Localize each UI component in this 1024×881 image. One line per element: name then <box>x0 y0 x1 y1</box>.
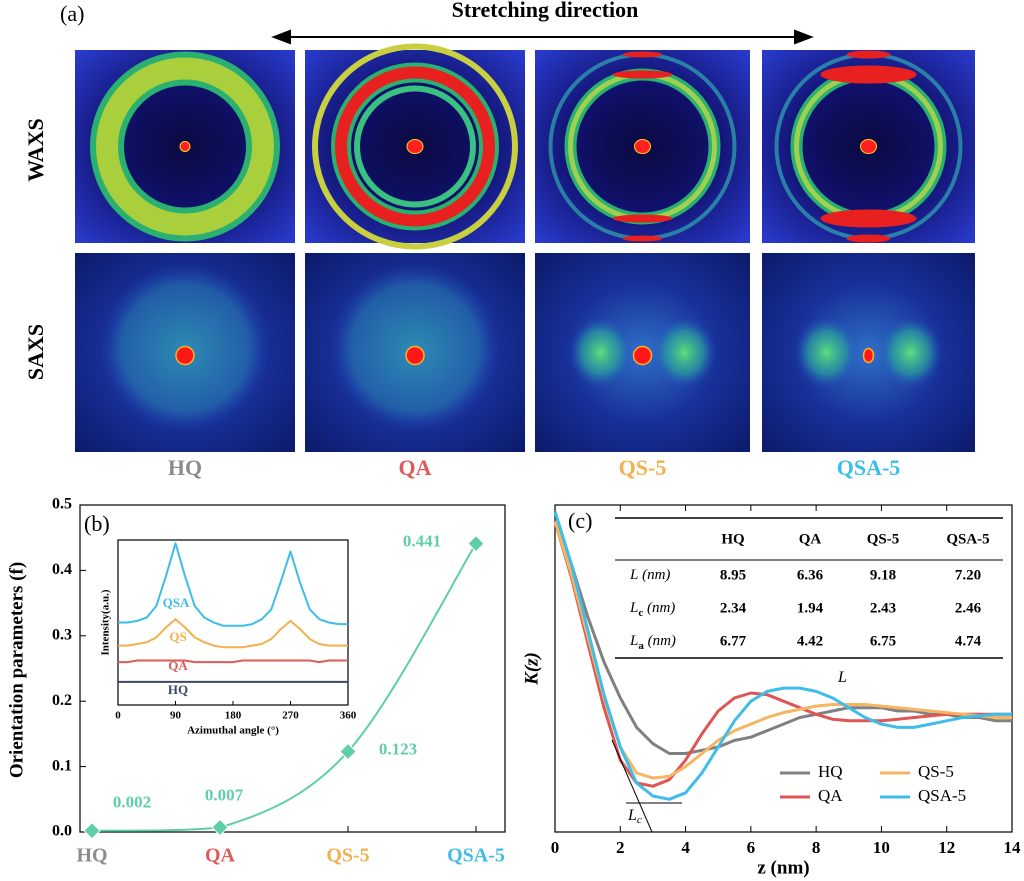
series-label: QSA <box>163 595 190 610</box>
y-tick-label: 0.3 <box>52 626 72 643</box>
saxs-image <box>75 253 295 452</box>
diamond-marker <box>83 821 101 840</box>
sample-label: QS-5 <box>619 455 667 480</box>
x-tick-label: 0 <box>551 838 560 857</box>
x-tick-label: 360 <box>340 710 357 722</box>
direction-arrow <box>271 29 814 45</box>
saxs-image <box>305 253 525 452</box>
diamond-marker <box>211 818 229 837</box>
waxs-image <box>305 43 525 250</box>
diamond-marker <box>339 742 357 761</box>
x-tick-label: QS-5 <box>326 845 369 867</box>
x-tick-label: 6 <box>747 838 756 857</box>
series-label: HQ <box>168 682 188 697</box>
value-label: 0.007 <box>205 785 244 804</box>
table-cell: 2.43 <box>870 600 896 616</box>
x-tick-label: QSA-5 <box>447 845 505 867</box>
plot-frame <box>554 504 1013 833</box>
x-tick-label: 270 <box>282 710 299 722</box>
y-axis-label: Orientation parameters (f) <box>6 562 27 778</box>
table-cell: 7.20 <box>955 567 981 583</box>
diamond-marker <box>467 534 485 553</box>
table-row-label: L (nm) <box>629 567 670 583</box>
x-tick-label: 8 <box>812 838 821 857</box>
x-tick-label: 180 <box>225 710 242 722</box>
y-axis-label: K(z) <box>521 652 542 686</box>
x-tick-label: 2 <box>616 838 625 857</box>
saxs-image <box>762 253 975 452</box>
table-header: QA <box>799 531 822 547</box>
line-series <box>553 520 1012 788</box>
plot-frame <box>79 504 506 833</box>
row-label: SAXS <box>23 324 48 380</box>
table-row-label: La (nm) <box>629 633 676 651</box>
panel-label: (c) <box>568 508 592 533</box>
line-series <box>118 659 348 664</box>
value-label: 0.123 <box>379 739 417 758</box>
waxs-image <box>762 50 975 243</box>
annotation: L <box>837 669 847 686</box>
row-label: WAXS <box>23 118 48 182</box>
table-cell: 4.74 <box>955 633 982 649</box>
table-cell: 6.75 <box>870 633 896 649</box>
line-series <box>118 618 348 649</box>
direction-label: Stretching direction <box>452 0 639 22</box>
series-label: QS <box>169 629 186 644</box>
table-cell: 2.34 <box>720 600 747 616</box>
value-label: 0.002 <box>113 793 151 812</box>
sample-label: QA <box>399 455 432 480</box>
x-tick-label: 14 <box>1004 838 1022 857</box>
table-header: HQ <box>721 531 745 547</box>
x-tick-label: 12 <box>938 838 955 857</box>
tangent-line <box>611 739 653 833</box>
legend-label: QS-5 <box>918 762 954 781</box>
sample-label: QSA-5 <box>837 455 901 480</box>
annotation: Lc <box>627 807 642 826</box>
x-tick-label: QA <box>205 845 236 867</box>
y-tick-label: 0.5 <box>52 496 72 513</box>
line-series <box>118 542 348 627</box>
x-tick-label: 0 <box>115 710 121 722</box>
y-tick-label: 0.1 <box>52 757 72 774</box>
x-tick-label: 4 <box>681 838 690 857</box>
x-tick-label: 90 <box>170 710 182 722</box>
y-tick-label: 0.2 <box>52 692 72 709</box>
legend-label: HQ <box>818 762 843 781</box>
panel-label: (b) <box>84 511 110 536</box>
scattering-images <box>75 43 975 452</box>
value-label: 0.441 <box>403 531 441 550</box>
panel-label: (a) <box>60 1 84 26</box>
y-tick-label: 0.4 <box>52 561 72 578</box>
x-tick-label: 10 <box>873 838 890 857</box>
table-cell: 9.18 <box>870 567 896 583</box>
x-tick-label: HQ <box>76 845 107 867</box>
table-header: QS-5 <box>867 531 900 547</box>
table-cell: 6.36 <box>797 567 824 583</box>
table-cell: 8.95 <box>720 567 746 583</box>
y-axis-label: Intensity(a.u.) <box>100 589 112 655</box>
line-series <box>553 511 1012 801</box>
line-series <box>553 520 1012 780</box>
legend-label: QA <box>818 786 843 805</box>
table-row-label: Lc (nm) <box>629 600 675 618</box>
table-cell: 6.77 <box>720 633 747 649</box>
saxs-image <box>535 253 750 452</box>
x-axis-label: z (nm) <box>757 857 809 878</box>
table-cell: 1.94 <box>797 600 824 616</box>
waxs-image <box>75 50 295 243</box>
table-cell: 2.46 <box>955 600 982 616</box>
legend-label: QSA-5 <box>918 786 966 805</box>
fit-curve <box>91 543 477 832</box>
series-label: QA <box>168 658 188 673</box>
table-cell: 4.42 <box>797 633 823 649</box>
sample-label: HQ <box>168 455 202 480</box>
y-tick-label: 0.0 <box>52 823 72 840</box>
waxs-image <box>535 50 750 243</box>
plot-frame <box>117 539 349 706</box>
x-axis-label: Azimuthal angle (°) <box>187 725 279 737</box>
table-header: QSA-5 <box>946 531 989 547</box>
